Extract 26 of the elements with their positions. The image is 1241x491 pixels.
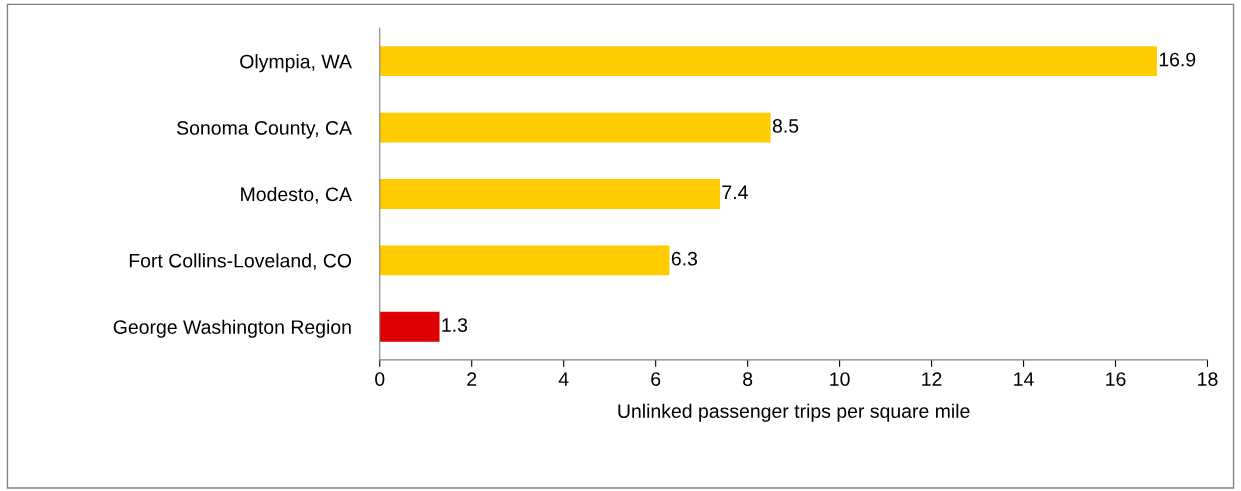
data-label: 8.5 bbox=[772, 119, 799, 133]
y-tick-label: Modesto, CA bbox=[241, 186, 352, 204]
y-tick-label: Fort Collins-Loveland, CO bbox=[129, 253, 352, 270]
x-tick-label: 14 bbox=[1014, 372, 1034, 386]
x-tick-label: 16 bbox=[1106, 372, 1126, 386]
data-label: 7.4 bbox=[722, 185, 748, 199]
bar bbox=[379, 179, 721, 209]
y-tick-label: Olympia, WA bbox=[240, 54, 352, 73]
x-tick-label: 12 bbox=[922, 372, 942, 386]
y-tick-label: George Washington Region bbox=[113, 319, 351, 338]
x-tick-label: 8 bbox=[743, 372, 753, 386]
bar bbox=[379, 311, 440, 342]
data-label: 6.3 bbox=[671, 251, 698, 266]
data-label: 16.9 bbox=[1159, 52, 1196, 67]
bar bbox=[379, 46, 1157, 77]
y-tick-label: Sonoma County, CA bbox=[177, 121, 352, 139]
x-tick-label: 6 bbox=[651, 372, 661, 386]
x-tick-label: 0 bbox=[375, 372, 385, 386]
x-axis-title: Unlinked passenger trips per square mile bbox=[618, 403, 970, 422]
x-tick-label: 18 bbox=[1198, 372, 1218, 386]
x-tick-label: 10 bbox=[830, 372, 850, 386]
x-tick-label: 2 bbox=[467, 372, 477, 386]
data-label: 1.3 bbox=[442, 318, 468, 332]
bar bbox=[379, 245, 670, 276]
bar bbox=[379, 112, 771, 143]
x-tick-label: 4 bbox=[558, 372, 569, 386]
